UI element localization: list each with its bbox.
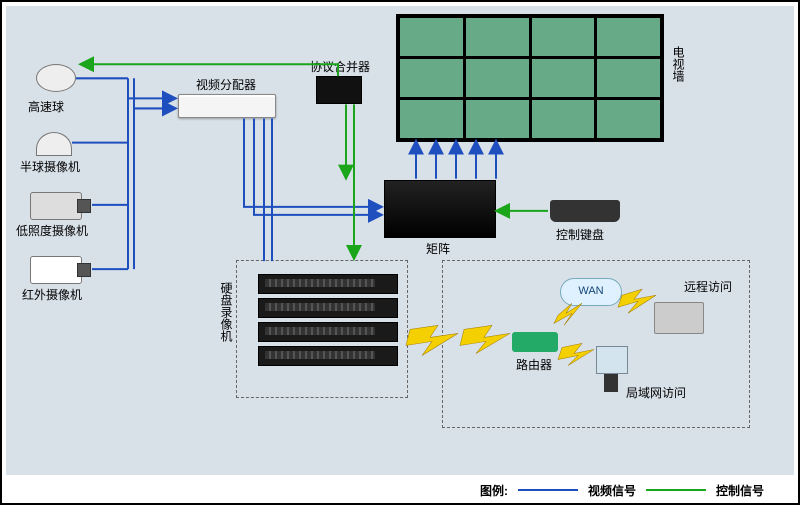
remote-access-label: 远程访问 [684,278,732,295]
control-keyboard-label: 控制键盘 [556,226,604,243]
video-distributor-label: 视频分配器 [196,76,256,93]
protocol-merger-label: 协议合并器 [310,58,370,75]
speed-dome-label: 高速球 [28,98,64,115]
hemisphere-cam [36,132,72,156]
dvr-stack [258,274,398,370]
router-label: 路由器 [516,356,552,373]
lan-pc [596,346,628,374]
video-distributor [178,94,276,118]
video-wall-label: 电视墙 [670,46,687,82]
wan-label: WAN [578,285,603,297]
legend-control-label: 控制信号 [716,482,764,499]
matrix-switcher [384,180,496,238]
legend-title: 图例: [480,482,508,499]
diagram-panel: 电视墙 高速球 半球摄像机 低照度摄像机 红外摄像机 视频分配器 协议合并器 矩… [6,6,794,475]
lowlight-cam [30,192,82,220]
legend-video-label: 视频信号 [588,482,636,499]
remote-laptop [654,302,704,334]
wan-cloud: WAN [560,278,622,306]
ir-cam [30,256,82,284]
router [512,332,558,352]
lowlight-label: 低照度摄像机 [16,222,88,239]
dvr-label: 硬盘录像机 [218,282,235,342]
legend: 图例: 视频信号 控制信号 [6,479,794,501]
speed-dome-cam [36,64,76,92]
video-wall [396,14,664,142]
lan-pc-tower [604,374,618,392]
protocol-merger [316,76,362,104]
control-keyboard [550,200,620,222]
matrix-label: 矩阵 [426,240,450,257]
legend-control-swatch [646,489,706,491]
legend-video-swatch [518,489,578,491]
hemisphere-label: 半球摄像机 [20,158,80,175]
ir-label: 红外摄像机 [22,286,82,303]
lan-access-label: 局域网访问 [626,384,686,401]
